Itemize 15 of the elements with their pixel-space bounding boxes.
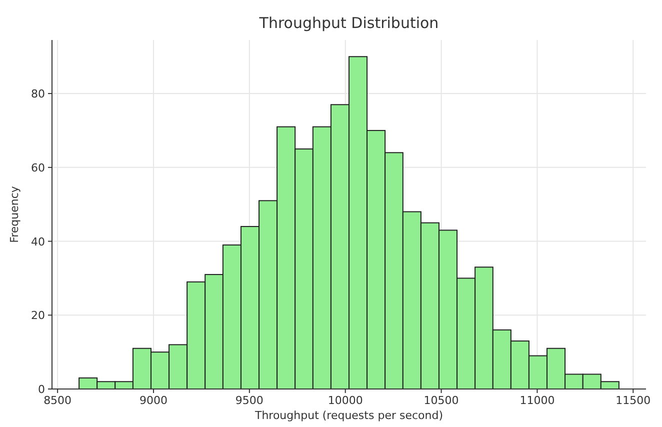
x-tick-label: 10500 xyxy=(424,394,459,407)
chart-title: Throughput Distribution xyxy=(258,14,439,32)
x-axis-title: Throughput (requests per second) xyxy=(254,409,444,422)
x-tick-label: 11500 xyxy=(616,394,651,407)
x-tick-label: 10000 xyxy=(328,394,363,407)
y-tick-label: 20 xyxy=(31,309,45,322)
x-tick-label: 9000 xyxy=(139,394,168,407)
y-tick-label: 80 xyxy=(31,88,45,101)
y-tick-label: 60 xyxy=(31,161,45,174)
x-tick-label: 11000 xyxy=(520,394,555,407)
x-tick-label: 9500 xyxy=(235,394,264,407)
x-tick-label: 8500 xyxy=(44,394,72,407)
y-tick-label: 40 xyxy=(31,235,45,248)
y-tick-label: 0 xyxy=(38,383,45,396)
y-axis-title: Frequency xyxy=(8,186,21,243)
